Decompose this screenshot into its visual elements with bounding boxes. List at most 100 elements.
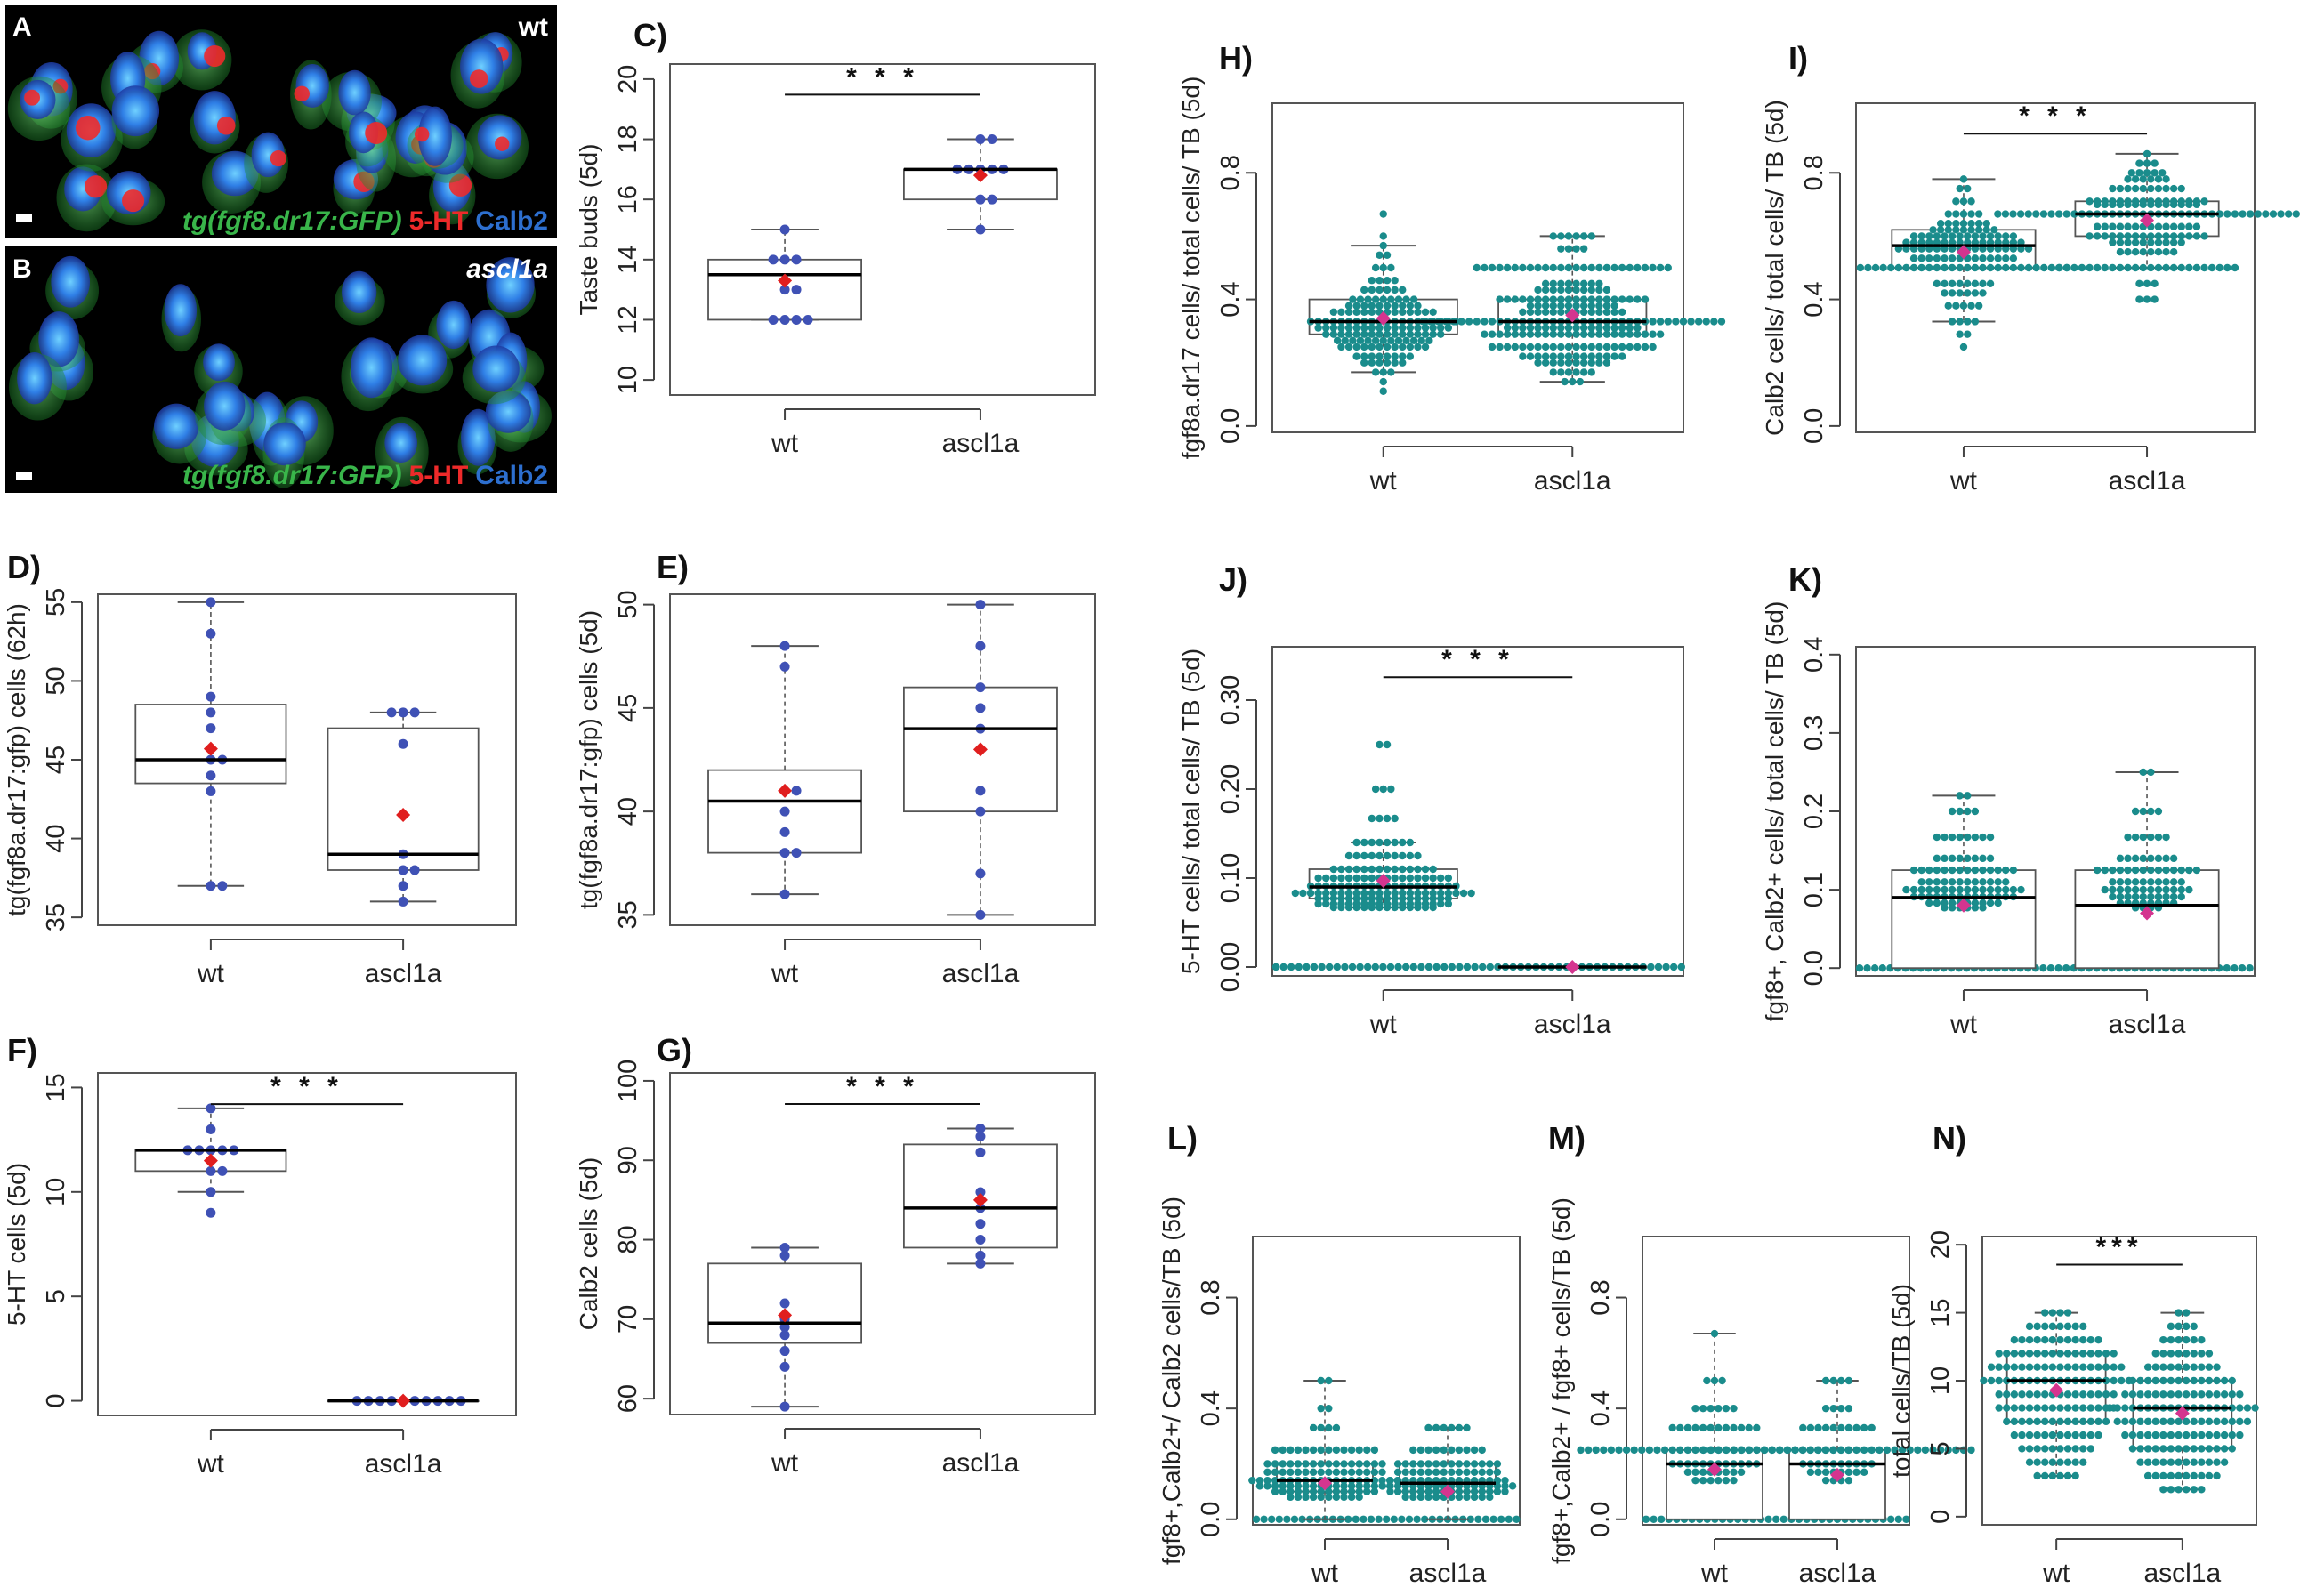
data-point (1579, 359, 1588, 367)
data-point (2277, 210, 2285, 218)
data-point (1647, 963, 1655, 971)
data-point (1649, 318, 1657, 326)
data-point (2041, 1309, 2049, 1317)
data-point (1421, 1515, 1429, 1523)
data-point (1557, 343, 1565, 351)
data-point (1944, 226, 1952, 234)
data-point (2159, 1417, 2167, 1426)
data-point (1967, 210, 1975, 218)
y-tick-label: 0.10 (1216, 853, 1245, 903)
data-point (1630, 1446, 1638, 1455)
data-point (1549, 263, 1557, 272)
data-point (1944, 302, 1952, 310)
data-point (206, 786, 216, 796)
data-point (1399, 865, 1407, 874)
data-point (2101, 263, 2109, 272)
data-point (1421, 308, 1430, 317)
data-point (1917, 263, 1925, 272)
data-point (2151, 295, 2159, 303)
y-tick-label: 15 (42, 1073, 70, 1101)
data-point (2198, 1458, 2206, 1466)
data-point (2167, 1390, 2175, 1399)
data-point (1549, 286, 1557, 294)
data-point (1660, 1446, 1669, 1455)
data-point (2124, 238, 2132, 246)
data-point (1344, 899, 1353, 908)
data-point (1638, 1446, 1646, 1455)
data-point (975, 1147, 986, 1157)
data-point (1263, 1468, 1271, 1477)
data-point (1707, 1446, 1715, 1455)
mean-marker (1956, 898, 1971, 913)
data-point (1600, 1446, 1608, 1455)
data-point (2169, 197, 2178, 206)
data-point (1409, 1493, 1417, 1502)
mean-marker (972, 1192, 988, 1207)
data-point (1569, 377, 1577, 386)
data-point (1994, 866, 2002, 875)
data-point (2143, 1445, 2152, 1453)
data-point (1252, 1515, 1261, 1523)
data-point (1879, 263, 1887, 272)
data-point (2147, 885, 2155, 894)
mean-marker (2140, 213, 2155, 228)
data-point (1844, 1446, 1853, 1455)
data-point (1618, 343, 1626, 351)
data-point (1986, 866, 1995, 875)
y-tick-label: 80 (614, 1225, 642, 1253)
data-point (1860, 1446, 1868, 1455)
data-point (1344, 302, 1353, 310)
data-point (2162, 885, 2170, 894)
data-point (1255, 1482, 1264, 1490)
data-point (779, 1401, 790, 1412)
data-point (779, 1250, 790, 1261)
data-point (1340, 1493, 1348, 1502)
data-point (2198, 1350, 2206, 1358)
data-point (2154, 248, 2163, 256)
data-point (2131, 184, 2140, 193)
data-point (1473, 318, 1481, 326)
data-point (1902, 1515, 1910, 1523)
data-point (2143, 149, 2151, 158)
data-point (1393, 1460, 1402, 1468)
data-point (2086, 1431, 2095, 1439)
data-point (2236, 1417, 2244, 1426)
data-point (2246, 210, 2255, 218)
data-point (2124, 833, 2132, 842)
data-point (1576, 377, 1585, 386)
data-point (1401, 1487, 1409, 1495)
x-category-label: ascl1a (1799, 1559, 1876, 1588)
data-point (1557, 245, 1565, 253)
x-category-label: wt (771, 1448, 799, 1478)
data-point (1391, 838, 1399, 847)
data-point (1986, 899, 1995, 907)
data-point (386, 707, 397, 718)
data-point (2167, 1486, 2175, 1494)
data-point (1595, 343, 1603, 351)
data-point (1421, 343, 1430, 351)
data-point (2063, 1309, 2072, 1317)
data-point (1511, 263, 1519, 272)
data-point (1406, 324, 1415, 332)
data-point (1352, 324, 1360, 332)
data-point (1416, 1487, 1425, 1495)
data-point (1572, 245, 1580, 253)
data-point (2169, 885, 2178, 894)
data-point (1519, 352, 1527, 360)
data-point (1634, 263, 1642, 272)
data-point (1519, 308, 1527, 317)
data-point (1956, 232, 1964, 240)
data-point (779, 1298, 790, 1309)
data-point (1677, 963, 1686, 971)
data-point (409, 707, 420, 718)
data-point (1317, 1446, 1325, 1455)
data-point (791, 254, 802, 265)
data-point (1513, 1515, 1521, 1523)
data-point (1956, 854, 1964, 863)
calb2-cell (486, 257, 535, 313)
data-point (1668, 1423, 1676, 1432)
data-point (2033, 1458, 2041, 1466)
data-point (1676, 1446, 1684, 1455)
data-point (1287, 1460, 1295, 1468)
